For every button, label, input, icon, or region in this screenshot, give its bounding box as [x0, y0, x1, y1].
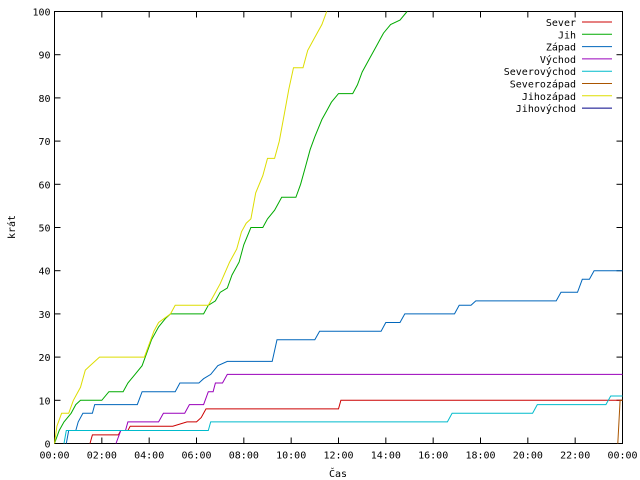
legend-label: Jihozápad: [522, 91, 576, 103]
y-tick-label: 80: [38, 94, 50, 105]
y-tick-label: 60: [38, 180, 50, 191]
legend-label: Severovýchod: [504, 66, 576, 78]
series-line-4: [63, 395, 623, 444]
legend-label: Jih: [558, 30, 576, 41]
y-tick-label: 0: [44, 440, 50, 451]
legend-label: Severozápad: [510, 79, 576, 91]
y-tick-label: 20: [38, 353, 50, 364]
x-tick-label: 10:00: [276, 451, 306, 462]
series-line-5: [617, 399, 623, 444]
y-tick-label: 90: [38, 51, 50, 62]
x-tick-label: 02:00: [87, 451, 117, 462]
series-line-1: [54, 11, 408, 444]
x-tick-label: 20:00: [513, 451, 543, 462]
x-tick-label: 08:00: [229, 451, 259, 462]
axis-ticks: 0 10 20 30 40 50 60 70 80 90 100 00:00 02:00 04:00 06:…: [32, 8, 637, 462]
x-tick-label: 18:00: [465, 451, 495, 462]
y-tick-label: 10: [38, 396, 50, 407]
x-tick-label: 00:00: [39, 451, 69, 462]
legend: SeverJihZápadVýchodSeverovýchodSeverozáp…: [504, 18, 612, 115]
legend-label: Sever: [546, 18, 576, 29]
y-tick-label: 100: [32, 8, 50, 19]
series-line-3: [115, 373, 623, 444]
x-tick-label: 00:00: [607, 451, 637, 462]
x-axis-label: Čas: [329, 467, 347, 480]
series-line-0: [89, 399, 623, 444]
x-tick-label: 16:00: [418, 451, 448, 462]
y-tick-label: 40: [38, 267, 50, 278]
x-tick-label: 04:00: [134, 451, 164, 462]
x-tick-label: 12:00: [323, 451, 353, 462]
legend-label: Východ: [540, 54, 576, 66]
y-tick-label: 70: [38, 137, 50, 148]
x-tick-label: 14:00: [371, 451, 401, 462]
x-tick-label: 06:00: [181, 451, 211, 462]
series-line-2: [65, 270, 623, 444]
series-lines: [54, 11, 623, 444]
y-tick-label: 30: [38, 310, 50, 321]
legend-label: Jihovýchod: [516, 103, 576, 115]
legend-label: Západ: [546, 42, 576, 54]
y-axis-label: krát: [6, 215, 18, 239]
y-tick-label: 50: [38, 224, 50, 235]
series-line-6: [54, 11, 328, 444]
x-tick-label: 22:00: [560, 451, 590, 462]
